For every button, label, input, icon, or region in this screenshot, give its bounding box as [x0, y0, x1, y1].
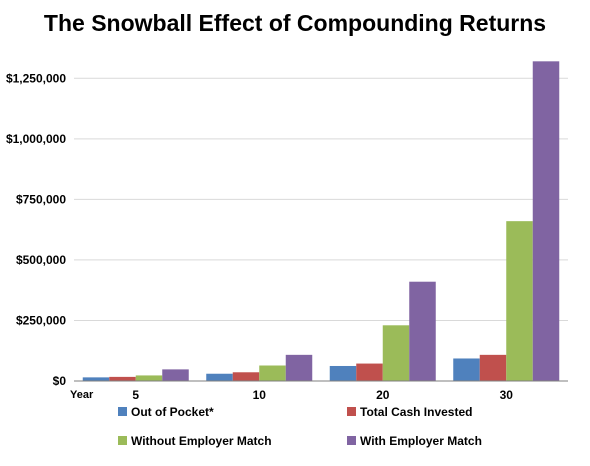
legend-label: Total Cash Invested [360, 405, 472, 419]
bar [162, 369, 189, 381]
chart-title: The Snowball Effect of Compounding Retur… [44, 10, 546, 36]
bar [356, 363, 383, 381]
y-tick-label: $750,000 [16, 192, 66, 206]
bar [259, 365, 286, 381]
legend: Out of Pocket* Total Cash Invested Without… [118, 405, 482, 448]
y-tick-label: $250,000 [16, 313, 66, 327]
x-tick-label: 5 [132, 388, 139, 402]
legend-swatch [118, 436, 127, 445]
bars [82, 61, 560, 381]
x-axis-label: Year [70, 389, 94, 401]
y-tick-label: $1,250,000 [6, 71, 66, 85]
x-tick-label: 30 [500, 388, 514, 402]
bar [382, 325, 410, 381]
x-axis-tick-labels: 5 10 20 30 [132, 388, 513, 402]
bar [285, 354, 313, 381]
bar [329, 365, 357, 381]
gridlines [74, 77, 568, 321]
legend-label: With Employer Match [360, 434, 482, 448]
legend-swatch [347, 436, 356, 445]
legend-label: Out of Pocket* [131, 405, 214, 419]
x-tick-label: 20 [376, 388, 390, 402]
legend-swatch [118, 407, 127, 416]
legend-swatch [347, 407, 356, 416]
bar [506, 221, 533, 381]
bar [109, 376, 136, 381]
y-tick-label: $0 [53, 374, 67, 388]
bar [135, 375, 163, 381]
bar [206, 373, 233, 381]
bar [232, 372, 260, 381]
legend-label: Without Employer Match [131, 434, 272, 448]
x-tick-label: 10 [253, 388, 267, 402]
y-tick-label: $1,000,000 [6, 132, 66, 146]
bar [532, 61, 560, 381]
bar [453, 358, 480, 381]
y-axis-tick-labels: $0 $250,000 $500,000 $750,000 $1,000,000 $1,2… [6, 71, 66, 388]
bar [82, 377, 110, 381]
bar [409, 281, 436, 381]
bar [479, 354, 507, 381]
y-tick-label: $500,000 [16, 253, 66, 267]
